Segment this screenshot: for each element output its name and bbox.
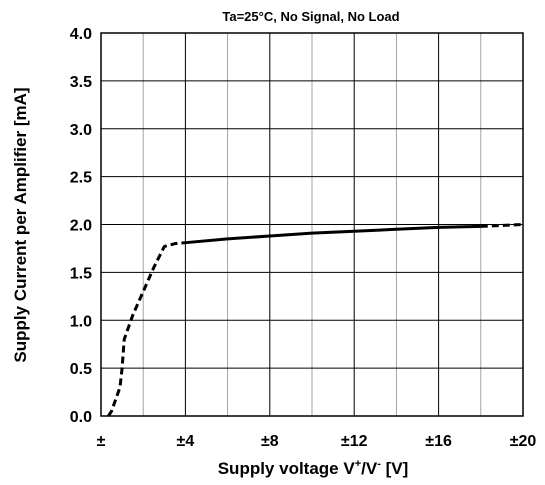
y-tick-label: 1.5: [70, 265, 92, 282]
y-tick-label: 1.0: [70, 313, 92, 330]
x-tick-label: ±20: [510, 433, 537, 450]
y-tick-label: 4.0: [70, 26, 92, 43]
y-tick-labels: 0.0 0.5 1.0 1.5 2.0 2.5 3.0 3.5 4.0: [70, 26, 92, 426]
x-axis-title: Supply voltage V+/V- [V]: [218, 458, 409, 478]
x-tick-label: ±12: [341, 433, 368, 450]
x-axis-title-unit: [V]: [381, 459, 408, 478]
chart-title: Ta=25°C, No Signal, No Load: [222, 9, 399, 24]
plot-frame: [100, 32, 524, 417]
y-tick-label: 2.0: [70, 218, 92, 235]
y-axis-title: Supply Current per Amplifier [mA]: [11, 87, 30, 362]
x-tick-label: ±: [97, 433, 106, 450]
x-tick-label: ±8: [261, 433, 279, 450]
y-tick-label: 3.5: [70, 74, 92, 91]
series-line-solid-1: [185, 224, 481, 245]
y-tick-label: 0.0: [70, 409, 92, 426]
x-axis-title-sup1: +: [355, 458, 361, 470]
x-axis-title-mid: /V: [361, 459, 378, 478]
y-tick-label: 2.5: [70, 170, 92, 187]
y-tick-label: 3.0: [70, 122, 92, 139]
series-line-dashed-2: [480, 223, 524, 228]
x-tick-label: ±16: [425, 433, 452, 450]
x-tick-labels: ± ±4 ±8 ±12 ±16 ±20: [97, 433, 537, 450]
grid: [101, 33, 523, 416]
x-axis-title-sup2: -: [377, 458, 381, 470]
series-layer: [107, 223, 524, 417]
x-axis-title-base: Supply voltage V: [218, 459, 356, 478]
series-line-dashed-0: [107, 241, 186, 417]
x-tick-label: ±4: [177, 433, 195, 450]
y-tick-label: 0.5: [70, 361, 92, 378]
